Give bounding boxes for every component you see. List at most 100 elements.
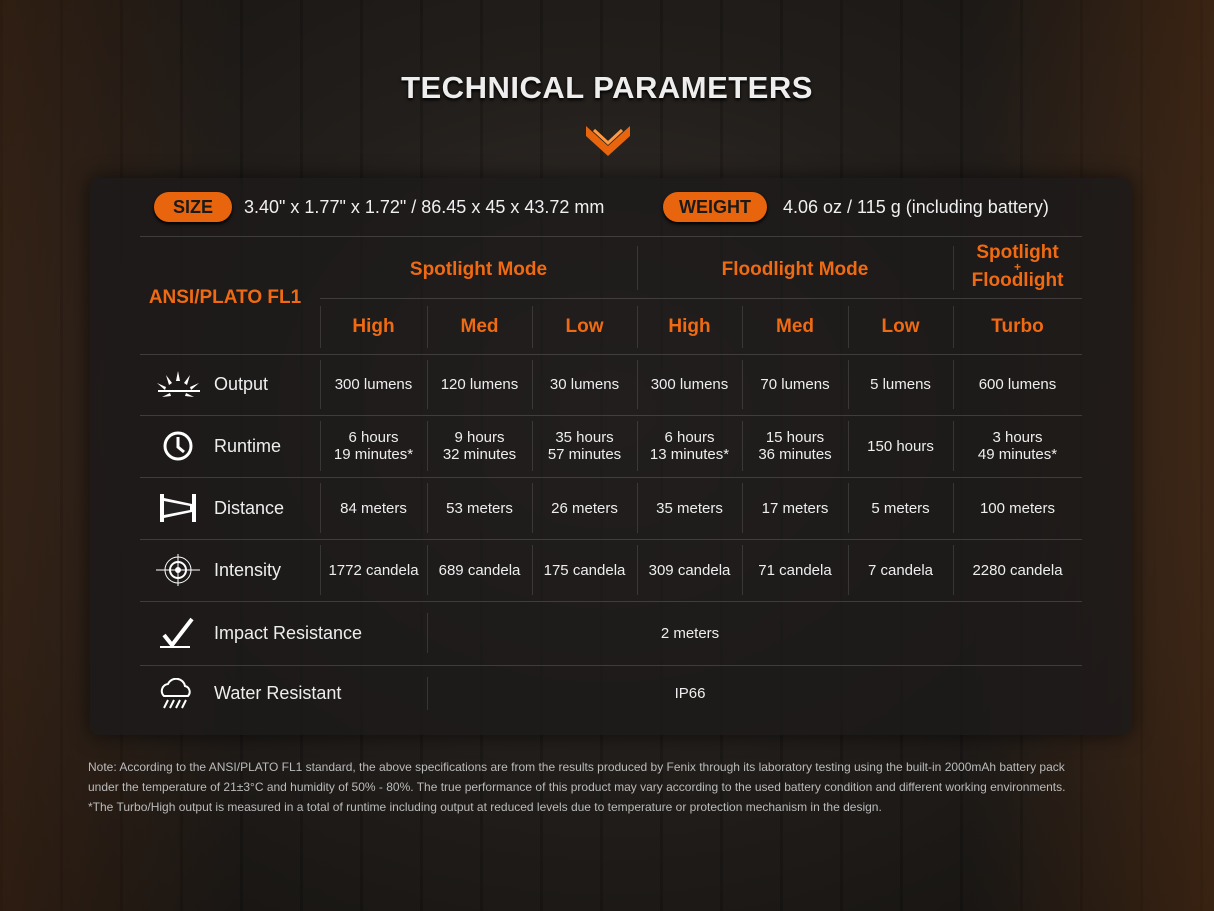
header-floodlight-mode: Floodlight Mode [721,258,869,280]
divider [532,483,533,533]
divider [848,421,849,471]
table-cell: 3 hours 49 minutes* [977,429,1058,463]
note-line: under the temperature of 21±3°C and humi… [88,780,1066,794]
table-cell: 2280 candela [972,561,1063,579]
divider [427,677,428,710]
divider [427,545,428,595]
divider [848,483,849,533]
row-label-output: Output [140,354,427,415]
combo-text: + [1013,260,1021,274]
divider [320,306,321,348]
table-cell: 70 lumens [760,376,830,393]
divider [140,477,1082,478]
header-spotlight-mode: Spotlight Mode [409,258,548,280]
divider [742,306,743,348]
divider [953,360,954,409]
row-label-runtime: Runtime [140,415,427,477]
divider [320,483,321,533]
row-label-text: Output [214,374,269,394]
table-cell: 300 lumens [650,376,729,393]
table-cell: 15 hours 36 minutes [758,429,832,463]
divider [637,360,638,409]
row-label-text: Impact Resistance [214,622,363,643]
header-level-high: High [668,315,711,337]
table-cell: 2 meters [660,624,720,642]
header-level-low: Low [881,315,920,337]
page-title: TECHNICAL PARAMETERS [401,70,813,105]
table-cell: 35 meters [656,499,723,517]
clock-icon [163,431,193,461]
row-label-text: Intensity [214,559,282,580]
combo-text: Floodlight [971,270,1064,291]
header-level-turbo: Turbo [991,315,1044,337]
table-cell: 6 hours 13 minutes* [649,429,730,463]
table-cell: 309 candela [648,561,731,579]
divider [637,306,638,348]
divider [742,360,743,409]
row-label-text: Distance [214,497,285,518]
divider [742,483,743,533]
table-cell: 5 meters [871,499,930,517]
divider [953,246,954,290]
table-cell: 150 hours [867,437,934,455]
row-label-distance: Distance [140,477,427,539]
row-label-text: Runtime [214,435,282,456]
divider [140,539,1082,540]
divider [140,236,1082,237]
rain-cloud-icon [160,677,191,708]
table-cell: 7 candela [867,561,934,579]
beam-distance-icon [160,494,196,522]
impact-check-icon [160,617,194,649]
header-level-med: Med [460,315,499,337]
note-line: *The Turbo/High output is measured in a … [88,800,882,814]
target-icon [156,554,200,586]
table-cell: 9 hours 32 minutes [442,429,517,463]
header-combo: Spotlight + Floodlight [953,236,1082,298]
divider [320,545,321,595]
header-level-high: High [352,315,395,337]
table-cell: 689 candela [438,561,521,579]
row-label-text: Water Resistant [214,683,342,703]
divider [532,360,533,409]
header-standard: ANSI/PLATO FL1 [148,286,302,308]
table-cell: 53 meters [446,499,513,517]
divider [532,545,533,595]
divider [953,545,954,595]
size-badge: SIZE [154,192,232,222]
header-level-med: Med [776,315,814,337]
divider [427,613,428,653]
table-cell: 120 lumens [440,376,519,393]
table-cell: 35 hours 57 minutes [547,429,622,463]
divider [320,298,1082,299]
chevron-down-icon [586,126,630,156]
row-label-impact-resistance: Impact Resistance [140,601,427,665]
divider [742,421,743,471]
table-cell: 17 meters [761,499,829,517]
table-cell: 71 candela [758,561,832,579]
spec-panel [90,178,1132,735]
divider [427,306,428,348]
sunburst-icon [157,370,200,397]
header-level-low: Low [565,315,604,337]
divider [848,306,849,348]
divider [427,421,428,471]
note-line: Note: According to the ANSI/PLATO FL1 st… [88,760,1065,774]
table-cell: 175 candela [543,561,626,579]
footnote: Note: According to the ANSI/PLATO FL1 st… [88,757,1158,817]
divider [320,421,321,471]
table-cell: 6 hours 19 minutes* [333,429,414,463]
table-cell: 100 meters [979,499,1056,517]
divider [742,545,743,595]
table-cell: IP66 [674,685,706,702]
row-label-water-resistant: Water Resistant [140,665,427,722]
weight-value: 4.06 oz / 115 g (including battery) [783,197,1049,217]
divider [953,306,954,348]
table-cell: 5 lumens [870,376,931,393]
divider [953,421,954,471]
table-cell: 300 lumens [334,376,413,393]
table-cell: 30 lumens [549,376,620,393]
divider [320,360,321,409]
table-cell: 1772 candela [328,561,419,579]
table-cell: 84 meters [340,499,407,517]
weight-badge: WEIGHT [663,192,767,222]
